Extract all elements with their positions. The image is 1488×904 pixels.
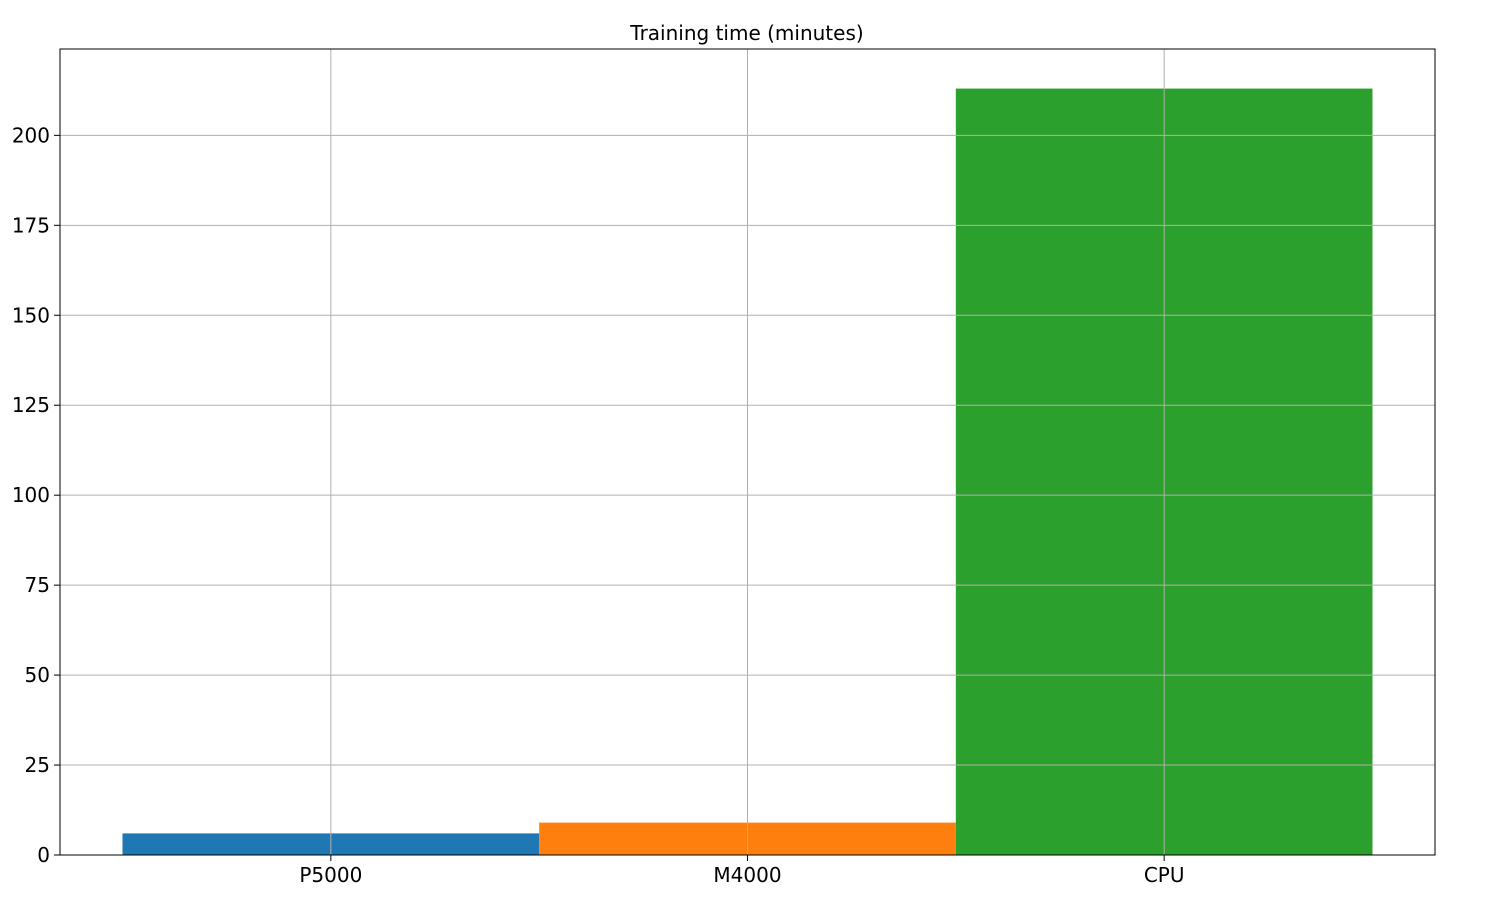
x-tick-label: M4000	[713, 863, 781, 887]
x-tick-label: P5000	[299, 863, 362, 887]
y-tick-label: 0	[37, 843, 50, 867]
x-tick-label: CPU	[1144, 863, 1185, 887]
y-tick-label: 25	[25, 753, 50, 777]
plot-area: 0 25 50 75 100 125 150 175 200 P5000 M4000 CPU	[12, 48, 1436, 887]
y-tick-label: 75	[25, 573, 50, 597]
y-tick-label: 125	[12, 393, 50, 417]
y-tick-label: 175	[12, 213, 50, 237]
y-tick-label: 200	[12, 123, 50, 147]
y-tick-label: 100	[12, 483, 50, 507]
chart-title: Training time (minutes)	[629, 21, 863, 45]
y-tick-label: 150	[12, 303, 50, 327]
y-tick-label: 50	[25, 663, 50, 687]
